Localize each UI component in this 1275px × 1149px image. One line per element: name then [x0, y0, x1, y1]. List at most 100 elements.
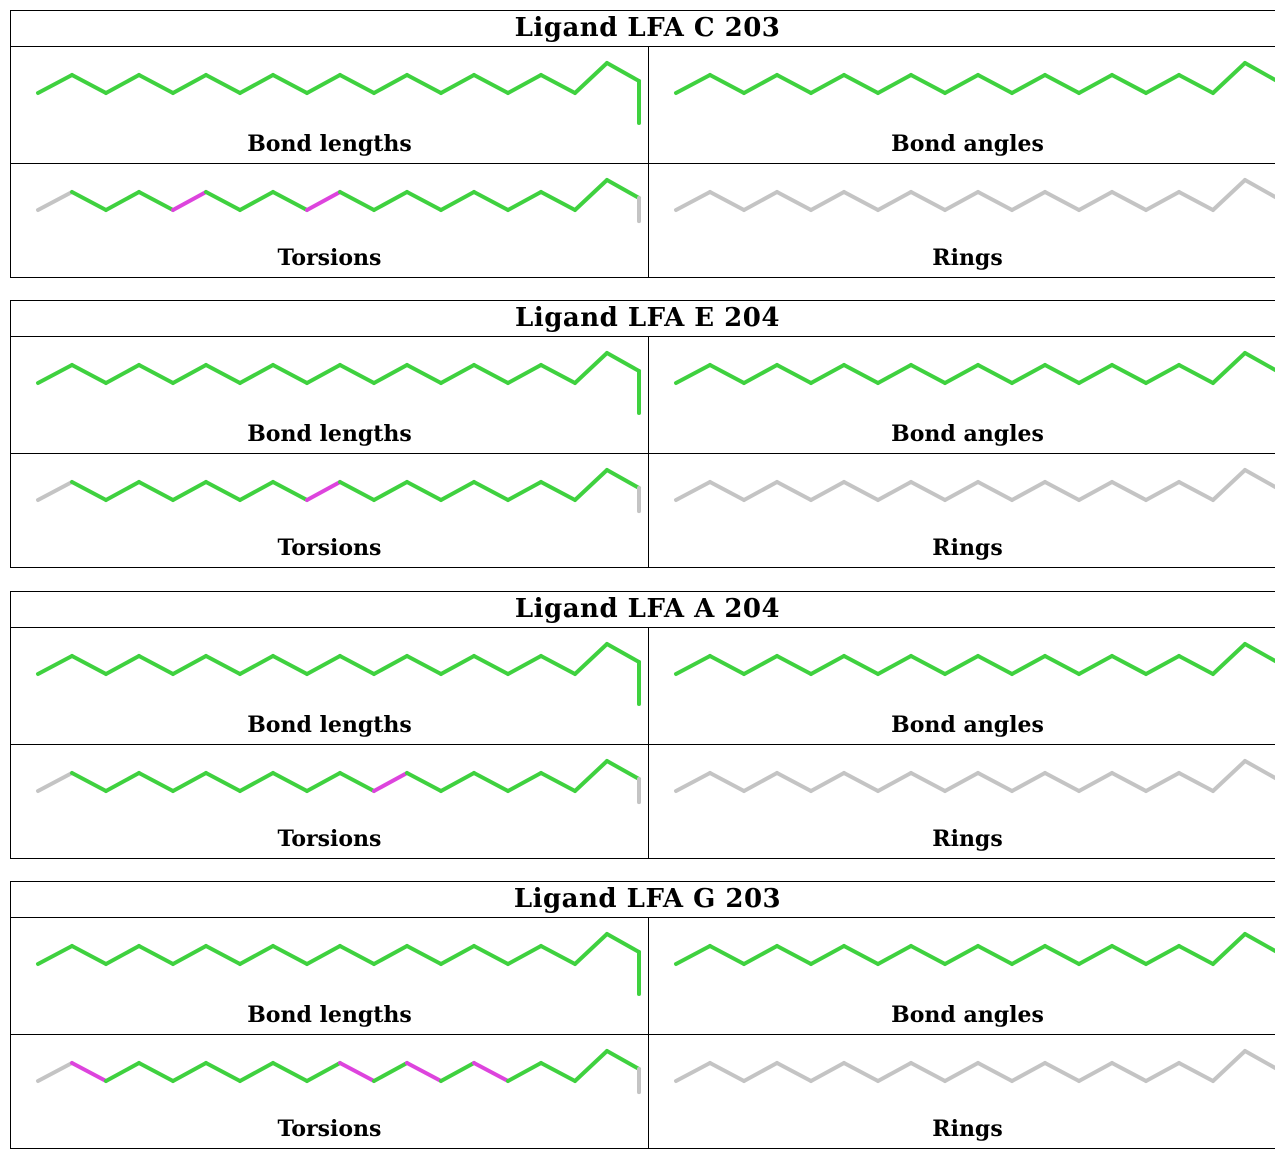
bond: [1110, 190, 1148, 212]
bond: [338, 944, 376, 966]
bond: [70, 1061, 108, 1083]
bond: [573, 1049, 609, 1083]
ligand-structure-image: [36, 1049, 641, 1095]
ligand-structure-image: [674, 61, 1275, 95]
bond: [372, 654, 409, 676]
bond: [674, 944, 712, 966]
bond: [171, 190, 208, 212]
bond: [1043, 771, 1081, 793]
cell-label: Rings: [932, 245, 1003, 271]
bond: [842, 190, 880, 212]
bond: [238, 480, 275, 502]
bond: [775, 363, 813, 385]
bond: [1010, 480, 1047, 502]
bond: [405, 654, 443, 676]
bond: [573, 351, 609, 385]
bond: [405, 771, 443, 793]
cell-label: Bond lengths: [247, 712, 412, 738]
validation-cell: Rings: [649, 1035, 1275, 1149]
bond: [1043, 480, 1081, 502]
validation-cell: Bond angles: [649, 628, 1275, 745]
bond: [271, 1061, 309, 1083]
bond: [104, 363, 141, 385]
bond: [506, 771, 543, 793]
ligand-structure-image: [36, 642, 641, 706]
validation-cell: Bond angles: [649, 47, 1275, 164]
ligand-structure-image: [36, 178, 641, 224]
bond: [204, 654, 242, 676]
cell-label: Bond angles: [891, 712, 1044, 738]
bond: [1177, 944, 1215, 966]
bond: [338, 654, 376, 676]
bond: [1144, 944, 1181, 966]
bond: [809, 654, 846, 676]
bond: [876, 73, 913, 95]
validation-cell: Torsions: [11, 454, 649, 568]
bond: [976, 1061, 1014, 1083]
validation-cell: Rings: [649, 745, 1275, 859]
bond: [1211, 351, 1247, 385]
bond: [943, 771, 980, 793]
bond: [372, 771, 409, 793]
bond: [1110, 363, 1148, 385]
bond: [1010, 1061, 1047, 1083]
bond: [708, 480, 746, 502]
bond: [472, 944, 510, 966]
bond: [439, 1061, 476, 1083]
bond: [1110, 73, 1148, 95]
bond: [171, 480, 208, 502]
bond: [305, 73, 342, 95]
bond: [809, 363, 846, 385]
bond: [506, 190, 543, 212]
bond: [976, 363, 1014, 385]
bond: [70, 654, 108, 676]
bond: [708, 363, 746, 385]
bond: [204, 363, 242, 385]
bond: [439, 363, 476, 385]
bond: [405, 363, 443, 385]
ligand-structure-image: [36, 759, 641, 805]
bond: [775, 73, 813, 95]
bond: [405, 480, 443, 502]
bond: [104, 73, 141, 95]
bond: [1043, 190, 1081, 212]
bond: [1211, 932, 1247, 966]
bond: [1243, 61, 1275, 83]
bond: [909, 1061, 947, 1083]
bond: [70, 190, 108, 212]
bond: [742, 480, 779, 502]
bond: [674, 480, 712, 502]
bond: [439, 944, 476, 966]
cell-label: Rings: [932, 535, 1003, 561]
bond: [539, 73, 577, 95]
ligand-table: Ligand LFA G 203 Bond lengths Bond angles T…: [10, 881, 1275, 1149]
bond: [1243, 932, 1275, 954]
bond: [842, 363, 880, 385]
bond: [1010, 771, 1047, 793]
bond: [976, 190, 1014, 212]
bond: [1077, 771, 1114, 793]
validation-cell: Rings: [649, 454, 1275, 568]
bond: [36, 363, 74, 385]
bond: [674, 654, 712, 676]
bond: [104, 654, 141, 676]
cell-label: Rings: [932, 1116, 1003, 1142]
bond: [137, 480, 175, 502]
ligand-table: Ligand LFA C 203 Bond lengths Bond angles T…: [10, 10, 1275, 278]
bond: [775, 480, 813, 502]
bond: [708, 944, 746, 966]
bond: [943, 1061, 980, 1083]
bond: [506, 480, 543, 502]
bond: [439, 654, 476, 676]
bond: [70, 73, 108, 95]
bond: [1177, 654, 1215, 676]
bond: [1010, 190, 1047, 212]
bond: [204, 480, 242, 502]
bond: [573, 178, 609, 212]
bond: [506, 1061, 543, 1083]
bond: [1010, 73, 1047, 95]
bond: [1144, 771, 1181, 793]
bond: [674, 771, 712, 793]
bond: [439, 480, 476, 502]
bond: [472, 771, 510, 793]
